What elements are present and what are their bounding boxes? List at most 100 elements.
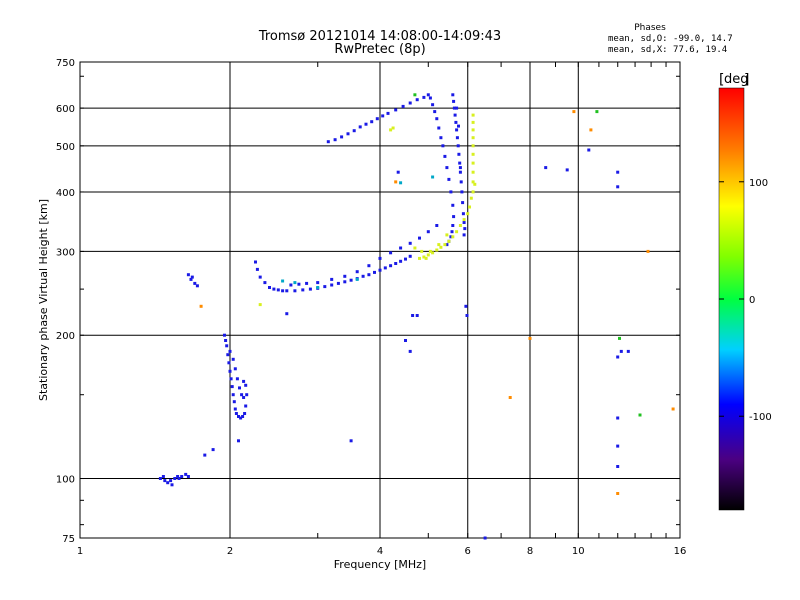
- data-point: [228, 369, 232, 373]
- data-point: [211, 448, 215, 452]
- data-point: [399, 181, 403, 185]
- data-point: [404, 339, 407, 342]
- data-point: [389, 264, 393, 268]
- data-point: [195, 284, 199, 288]
- data-point: [462, 233, 466, 237]
- data-point: [471, 113, 475, 117]
- data-point: [399, 259, 403, 263]
- data-point: [616, 492, 620, 495]
- data-point: [199, 304, 203, 308]
- data-point: [455, 136, 459, 140]
- data-point: [471, 170, 475, 174]
- data-point: [238, 386, 241, 390]
- data-point: [528, 336, 532, 340]
- data-point: [391, 126, 395, 130]
- colorbar-close-bracket: ]: [744, 72, 749, 88]
- data-point: [166, 481, 170, 485]
- data-point: [435, 248, 439, 252]
- data-point: [458, 170, 462, 174]
- data-point: [445, 243, 449, 247]
- data-point: [443, 243, 447, 247]
- data-point: [184, 472, 188, 476]
- data-point: [268, 286, 271, 289]
- data-point: [352, 129, 356, 133]
- data-point: [589, 128, 593, 132]
- chart-title: Tromsø 20121014 14:08:00-14:09:43: [258, 29, 501, 44]
- data-point: [616, 185, 620, 189]
- y-tick-label: 500: [56, 142, 75, 153]
- colorbar-unit: deg: [724, 72, 749, 87]
- data-point: [330, 277, 334, 281]
- data-point: [428, 249, 432, 253]
- data-point: [452, 106, 456, 110]
- grid-lines: [80, 62, 680, 538]
- data-point: [373, 270, 376, 274]
- data-point: [435, 117, 439, 121]
- data-point: [316, 286, 320, 289]
- data-point: [451, 235, 455, 239]
- data-point: [415, 314, 419, 317]
- data-point: [616, 416, 620, 420]
- data-point: [508, 396, 512, 399]
- data-point: [233, 367, 237, 371]
- data-point: [346, 132, 350, 136]
- data-point: [289, 283, 293, 287]
- data-point: [170, 483, 174, 487]
- data-point: [396, 170, 400, 174]
- data-point: [466, 212, 470, 216]
- data-point: [463, 227, 467, 231]
- data-point: [459, 180, 463, 184]
- data-point: [330, 283, 334, 287]
- data-point: [544, 166, 548, 170]
- y-axis-label: Stationary phase Virtual Height [km]: [37, 199, 50, 401]
- data-point: [454, 120, 458, 124]
- data-point: [349, 439, 353, 443]
- data-point: [193, 281, 197, 285]
- data-point: [451, 93, 455, 97]
- data-point: [447, 239, 451, 243]
- data-point: [263, 281, 267, 285]
- data-point: [235, 377, 239, 381]
- data-point: [386, 111, 390, 115]
- data-point: [415, 98, 419, 102]
- data-point: [255, 267, 259, 271]
- data-point: [381, 114, 385, 118]
- data-point: [411, 314, 415, 317]
- data-point: [616, 355, 620, 359]
- data-point: [316, 281, 320, 285]
- data-point: [258, 275, 262, 279]
- data-point: [431, 103, 435, 107]
- data-point: [445, 166, 449, 170]
- data-point: [443, 154, 447, 158]
- data-point: [383, 266, 387, 270]
- data-point: [367, 273, 371, 277]
- y-tick-label: 100: [56, 475, 75, 486]
- data-point: [471, 180, 475, 184]
- data-point: [227, 361, 231, 365]
- y-tick-label: 400: [56, 188, 75, 199]
- data-point: [418, 256, 421, 260]
- data-point: [616, 465, 620, 468]
- y-tick-label: 300: [56, 247, 75, 258]
- data-point: [343, 274, 347, 278]
- data-point: [336, 281, 340, 285]
- data-point: [408, 101, 412, 105]
- data-point: [326, 140, 330, 144]
- data-point: [404, 257, 407, 261]
- data-point: [231, 393, 235, 397]
- data-point: [186, 273, 190, 277]
- data-point: [340, 135, 344, 139]
- data-point: [671, 407, 675, 411]
- data-point: [243, 412, 247, 415]
- data-point: [399, 246, 403, 250]
- x-tick-label: 6: [465, 546, 471, 557]
- data-point: [223, 333, 226, 337]
- data-point: [378, 256, 382, 260]
- y-tick-label: 750: [56, 58, 75, 69]
- data-point: [228, 349, 232, 353]
- data-point: [449, 235, 453, 239]
- data-point: [465, 314, 469, 317]
- data-point: [437, 126, 441, 130]
- data-point: [237, 415, 240, 418]
